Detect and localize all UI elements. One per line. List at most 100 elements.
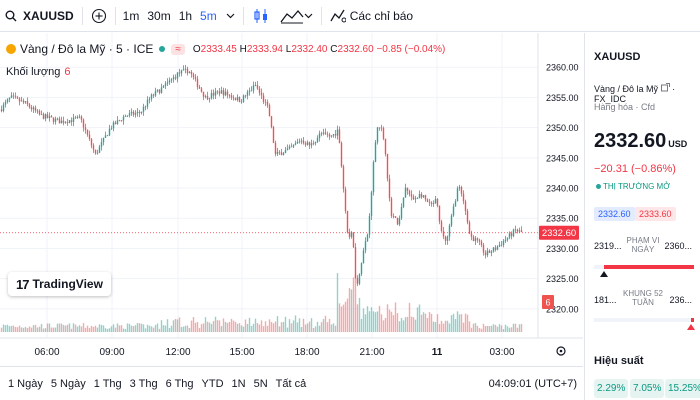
volume-bar xyxy=(352,277,355,332)
volume-bar xyxy=(516,327,519,332)
candle-body xyxy=(150,94,153,99)
candle-body xyxy=(230,95,233,98)
ask-price[interactable]: 2333.60 xyxy=(635,207,676,221)
interval-1h[interactable]: 1h xyxy=(178,8,193,23)
candle-body xyxy=(482,244,485,253)
volume-bar xyxy=(8,326,11,332)
perf-3m[interactable]: 15.25% xyxy=(665,379,700,398)
candle-body xyxy=(326,133,329,135)
volume-bar xyxy=(178,317,181,332)
candle-body xyxy=(142,106,145,112)
chart-pane[interactable]: 2360.00 2355.00 2350.00 2345.00 2340.00 2335.… xyxy=(0,33,583,366)
high-52w: 236... xyxy=(669,295,692,305)
volume-bar xyxy=(404,317,407,332)
volume-bar xyxy=(466,314,469,332)
volume-bar xyxy=(46,323,49,332)
chart-type-button[interactable] xyxy=(275,0,318,32)
candle-body xyxy=(76,116,79,118)
tradingview-logo[interactable]: 17 TradingView xyxy=(8,272,111,296)
interval-dropdown[interactable] xyxy=(221,0,240,32)
range-5d[interactable]: 5 Ngày xyxy=(50,377,86,390)
y-tick-label: 2355.00 xyxy=(546,93,579,103)
volume-bar xyxy=(486,326,489,332)
volume-bar xyxy=(284,316,287,332)
candle-body xyxy=(96,152,99,154)
volume-bar xyxy=(196,322,199,332)
divider xyxy=(114,6,116,25)
volume-bar xyxy=(502,328,505,332)
volume-bar xyxy=(400,317,403,332)
volume-bar xyxy=(96,327,99,332)
panel-exchange[interactable]: FX_IDC xyxy=(594,94,627,104)
volume-bar xyxy=(280,322,283,332)
candle-body xyxy=(494,247,497,250)
range-52w-fill xyxy=(691,318,694,322)
volume-bar xyxy=(476,325,479,332)
candle-body xyxy=(192,74,195,78)
volume-bar xyxy=(210,323,213,332)
range-1m[interactable]: 1 Thg xyxy=(93,377,122,390)
candle-body xyxy=(258,88,261,93)
volume-bar xyxy=(102,325,105,332)
indicators-button[interactable]: Các chỉ báo xyxy=(325,0,418,32)
volume-bar xyxy=(94,325,97,332)
volume-bar xyxy=(250,325,253,332)
candle-body xyxy=(146,99,149,107)
candle-body xyxy=(268,105,271,117)
range-all[interactable]: Tất cả xyxy=(275,377,307,390)
range-3m[interactable]: 3 Thg xyxy=(129,377,158,390)
perf-1w[interactable]: 2.29% xyxy=(594,379,629,398)
compare-button[interactable] xyxy=(86,0,112,32)
range-ytd[interactable]: YTD xyxy=(201,377,224,390)
candle-body xyxy=(74,117,77,119)
candles-button[interactable] xyxy=(247,0,275,32)
perf-1m[interactable]: 7.05% xyxy=(630,379,665,398)
volume-bar xyxy=(216,320,219,332)
interval-5m[interactable]: 5m xyxy=(200,8,217,23)
candle-body xyxy=(504,239,507,242)
volume-bar xyxy=(180,327,183,332)
interval-30m[interactable]: 30m xyxy=(147,8,171,23)
volume-bar xyxy=(252,323,255,332)
volume-bar xyxy=(320,322,323,332)
bid-price[interactable]: 2332.60 xyxy=(594,207,635,221)
volume-bar xyxy=(360,318,363,332)
volume-bar xyxy=(60,323,63,332)
candle-body xyxy=(16,97,19,99)
indicators-label: Các chỉ báo xyxy=(349,8,414,23)
range-1d[interactable]: 1 Ngày xyxy=(8,377,43,390)
candle-body xyxy=(88,134,91,139)
price-chart[interactable]: 2360.00 2355.00 2350.00 2345.00 2340.00 2335.… xyxy=(0,33,583,366)
external-link-icon[interactable] xyxy=(660,83,670,92)
candle-body xyxy=(284,150,287,154)
candle-body xyxy=(404,187,407,198)
volume-bar xyxy=(290,323,293,332)
candle-body xyxy=(12,95,15,97)
candle-body xyxy=(306,142,309,145)
volume-bar xyxy=(318,325,321,332)
candle-body xyxy=(136,111,139,114)
candle-body xyxy=(410,194,413,197)
candle-body xyxy=(36,110,39,112)
clock-timezone[interactable]: 04:09:01 (UTC+7) xyxy=(488,377,577,390)
candle-body xyxy=(270,116,273,128)
volume-bar xyxy=(256,322,259,332)
candle-body xyxy=(56,118,59,120)
candle-body xyxy=(126,115,129,117)
volume-bar xyxy=(396,313,399,332)
candle-body xyxy=(180,70,183,74)
market-open-dot-icon xyxy=(596,184,601,189)
volume-bar xyxy=(370,307,373,332)
volume-bar xyxy=(86,325,89,332)
range-5y[interactable]: 5N xyxy=(253,377,268,390)
range-1y[interactable]: 1N xyxy=(231,377,246,390)
panel-symbol[interactable]: XAUUSD xyxy=(594,51,641,63)
candle-body xyxy=(286,148,289,151)
volume-legend: Khối lượng 6 xyxy=(6,66,70,78)
y-tick-label: 2335.00 xyxy=(546,214,579,224)
range-6m[interactable]: 6 Thg xyxy=(165,377,194,390)
interval-1m[interactable]: 1m xyxy=(122,8,140,23)
candle-body xyxy=(238,97,241,103)
volume-bar xyxy=(468,321,471,332)
symbol-search[interactable]: XAUUSD xyxy=(0,0,79,32)
